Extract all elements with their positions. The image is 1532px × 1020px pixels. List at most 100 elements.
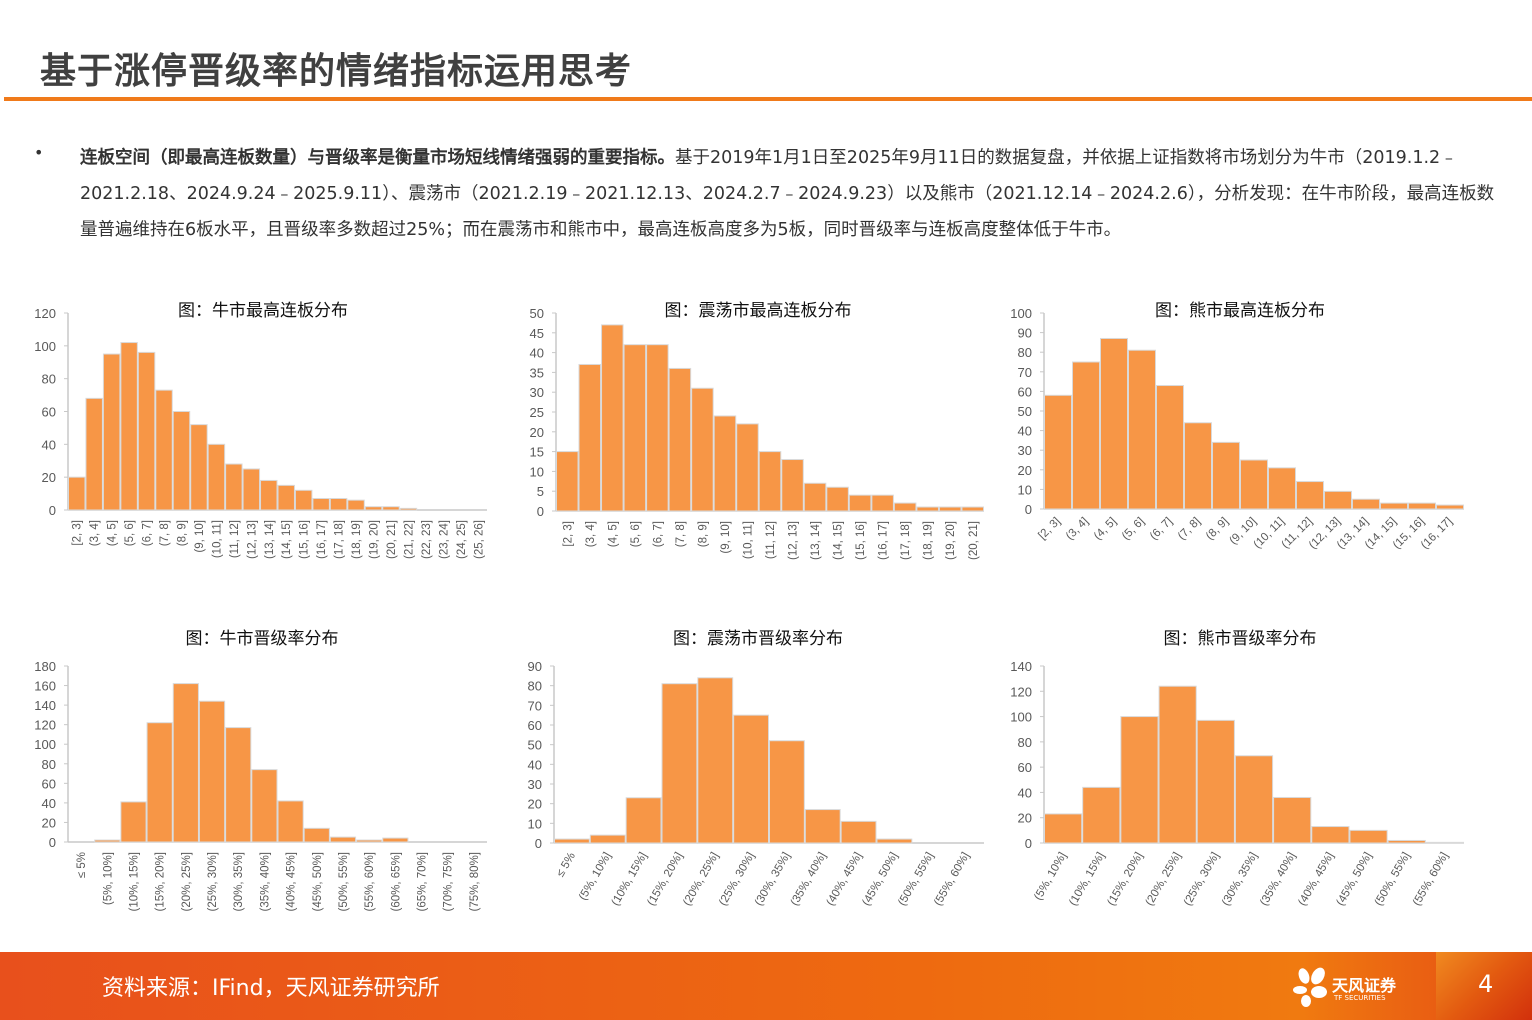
x-tick-label: ≤ 5% [555, 851, 578, 880]
chart-title-bear-max-board: 图：熊市最高连板分布 [1155, 301, 1325, 321]
x-tick-label: (20%, 25%] [681, 851, 721, 908]
x-tick-label: (45%, 50%] [1335, 851, 1375, 908]
flower-logo-icon [1293, 967, 1327, 1007]
bar [198, 700, 226, 843]
y-tick-label: 120 [34, 306, 56, 321]
x-tick-label: (35%, 40%] [259, 852, 271, 911]
y-tick-label: 40 [1018, 785, 1032, 800]
bar [356, 839, 383, 843]
y-tick-label: 90 [1018, 326, 1032, 341]
y-tick-label: 10 [528, 816, 542, 831]
bar [102, 353, 121, 511]
x-tick-label: (11, 12] [765, 521, 777, 559]
y-tick-label: 100 [1010, 710, 1032, 725]
y-tick-label: 20 [1018, 811, 1032, 826]
y-tick-label: 140 [34, 698, 56, 713]
x-tick-label: (45%, 50%] [860, 851, 900, 908]
bar [1044, 813, 1083, 844]
x-tick-label: (55%, 60%] [1411, 851, 1451, 908]
y-tick-label: 80 [42, 757, 56, 772]
y-tick-label: 5 [537, 484, 544, 499]
bar [120, 342, 138, 511]
logo-text-cn: 天风证券 [1332, 976, 1397, 995]
x-tick-label: (15%, 20%] [155, 852, 167, 911]
y-tick-label: 120 [34, 718, 56, 733]
bar [781, 459, 804, 512]
bar [120, 801, 147, 843]
bar [329, 836, 357, 843]
bar [277, 800, 304, 843]
bar [803, 482, 827, 512]
title-divider [4, 97, 1532, 101]
chart-1: 0 5 10 15 20 25 30 35 40 45 50 [2, 3] (3, 4] (4, 5] (5… [530, 306, 985, 560]
y-tick-label: 120 [1010, 684, 1032, 699]
y-tick-label: 80 [42, 372, 56, 387]
chart-title-bear-rate: 图：熊市晋级率分布 [1163, 629, 1317, 649]
x-tick-label: (5, 6] [1120, 515, 1147, 542]
bar [1425, 841, 1465, 844]
bar [225, 463, 243, 511]
y-tick-label: 60 [528, 718, 542, 733]
bar [382, 837, 409, 843]
x-tick-label: (7, 8] [675, 521, 687, 547]
y-tick-label: 15 [530, 445, 544, 460]
x-tick-label: (6, 7] [142, 520, 154, 546]
x-tick-label: (7, 8] [159, 520, 171, 546]
x-tick-label: (20%, 25%] [1144, 851, 1184, 908]
summary-paragraph: 连板空间（即最高连板数量）与晋级率是衡量市场短线情绪强弱的重要指标。基于2019… [80, 140, 1500, 248]
x-tick-label: (12, 13] [246, 520, 258, 559]
x-tick-label: (20%, 25%] [181, 852, 193, 911]
bar [1120, 716, 1159, 844]
x-tick-label: (5%, 10%] [102, 852, 114, 905]
bar [713, 415, 737, 512]
y-tick-label: 90 [528, 659, 542, 674]
x-tick-label: (40%, 45%] [286, 852, 298, 911]
bar [840, 820, 877, 844]
x-tick-label: (18, 19] [351, 520, 363, 559]
bar [68, 476, 86, 511]
bar [1387, 839, 1426, 844]
x-tick-label: (60%, 65%] [390, 852, 402, 911]
x-tick-label: (8, 9] [177, 520, 189, 546]
bar [242, 468, 261, 511]
chart-4: 0 10 20 30 40 50 60 70 80 90 ≤ 5%(5%, 10%](10%, 15… [528, 659, 984, 908]
x-tick-label: (65%, 70%] [417, 852, 429, 911]
x-tick-label: (55%, 60%] [932, 851, 972, 908]
y-tick-label: 30 [528, 777, 542, 792]
footer-band [0, 952, 1532, 1020]
x-tick-label: (50%, 55%] [1373, 851, 1413, 908]
bar [758, 451, 782, 512]
logo-text-en: TF SECURITIES [1334, 994, 1386, 1002]
bar [364, 506, 383, 511]
x-tick-label: (10%, 15%] [1067, 851, 1107, 908]
bar [589, 834, 626, 844]
x-tick-label: (75%, 80%] [469, 852, 481, 911]
y-tick-label: 100 [34, 737, 56, 752]
x-tick-label: (35%, 40%] [789, 851, 829, 908]
x-tick-label: (10, 11] [742, 521, 754, 559]
bar [172, 683, 199, 843]
x-tick-label: (9, 10] [194, 520, 206, 553]
x-tick-label: (3, 4] [585, 521, 597, 547]
bar [938, 506, 962, 512]
y-tick-label: 30 [1018, 443, 1032, 458]
bar [1311, 826, 1350, 844]
bar [303, 827, 330, 843]
x-tick-label: (50%, 55%] [338, 852, 350, 911]
y-tick-label: 50 [530, 306, 544, 321]
bar [1044, 394, 1072, 510]
x-tick-label: (15%, 20%] [1105, 851, 1145, 908]
bar [1240, 459, 1268, 510]
page-number: 4 [1478, 970, 1494, 998]
y-tick-label: 70 [1018, 365, 1032, 380]
x-tick-label: (35%, 40%] [1258, 851, 1298, 908]
bar [697, 677, 734, 844]
x-tick-label: (55%, 60%] [364, 852, 376, 911]
chart-title-range-rate: 图：震荡市晋级率分布 [673, 629, 843, 649]
x-tick-label: (20, 21] [386, 520, 398, 559]
x-tick-label: (4, 5] [1092, 515, 1119, 542]
bar [1349, 829, 1388, 844]
x-tick-label: (25%, 30%] [207, 852, 219, 911]
x-tick-label: (20, 21] [968, 521, 980, 560]
